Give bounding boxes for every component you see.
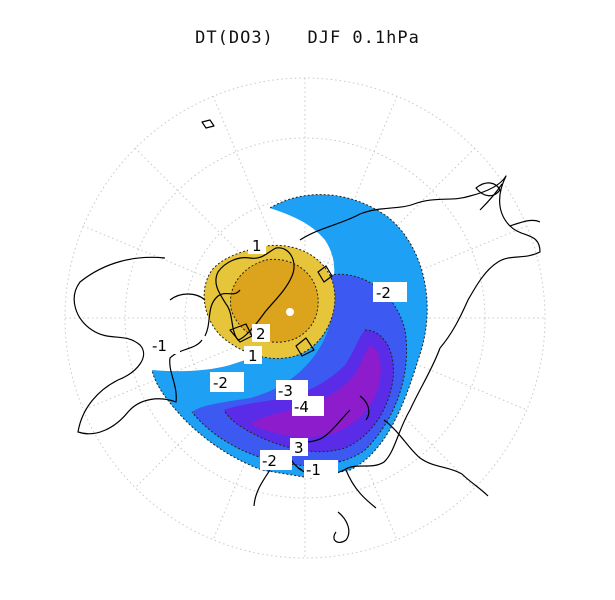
contour-label: -4 <box>292 396 324 416</box>
svg-text:-2: -2 <box>376 284 391 302</box>
coastline-north-america <box>73 256 241 435</box>
contour-label: -1 <box>150 336 180 355</box>
coastline-eurasia-south <box>297 347 489 509</box>
contour-line-minus-1 <box>151 194 428 479</box>
svg-text:1: 1 <box>252 237 262 255</box>
positive-anomaly-fields <box>204 245 335 359</box>
svg-text:1: 1 <box>248 347 258 365</box>
svg-text:-2: -2 <box>262 452 277 470</box>
svg-text:3: 3 <box>294 439 304 457</box>
contour-fill-minus-4 <box>250 345 381 438</box>
svg-text:-3: -3 <box>278 382 293 400</box>
contour-label: 3 <box>290 438 308 457</box>
contour-line-plus-1 <box>203 244 336 359</box>
graticule-meridian <box>82 225 528 411</box>
contour-label: -1 <box>304 460 338 479</box>
contour-label: -3 <box>276 380 308 400</box>
coastline-small-island <box>201 119 215 129</box>
svg-text:-1: -1 <box>306 461 321 479</box>
contour-label: 1 <box>248 236 266 255</box>
coastline-africa <box>253 469 350 544</box>
contour-line-minus-3 <box>223 329 394 453</box>
negative-anomaly-fields <box>152 194 428 478</box>
coastline-kamchatka <box>479 183 541 227</box>
contour-label: 2 <box>252 324 270 343</box>
contour-lines <box>151 194 428 479</box>
map-title: DT(DO3) DJF 0.1hPa <box>195 28 420 48</box>
graticule-meridian <box>134 147 476 489</box>
pole-marker <box>286 308 294 316</box>
graticule-meridian <box>134 147 476 489</box>
svg-text:-1: -1 <box>152 337 167 355</box>
contour-label: -2 <box>210 372 244 392</box>
graticule-meridian <box>212 95 398 541</box>
contour-label: -2 <box>260 450 292 470</box>
contour-label: 1 <box>244 346 262 365</box>
coastline-greenland <box>215 247 295 341</box>
svg-text:2: 2 <box>256 325 266 343</box>
svg-text:-2: -2 <box>213 374 228 392</box>
svg-text:-4: -4 <box>294 398 309 416</box>
contour-labels: 1 2 1 -1 -2 -2 <box>150 236 407 479</box>
contour-line-minus-2 <box>191 273 408 466</box>
contour-label: -2 <box>373 282 407 302</box>
coastline-eurasia-north <box>299 175 541 349</box>
